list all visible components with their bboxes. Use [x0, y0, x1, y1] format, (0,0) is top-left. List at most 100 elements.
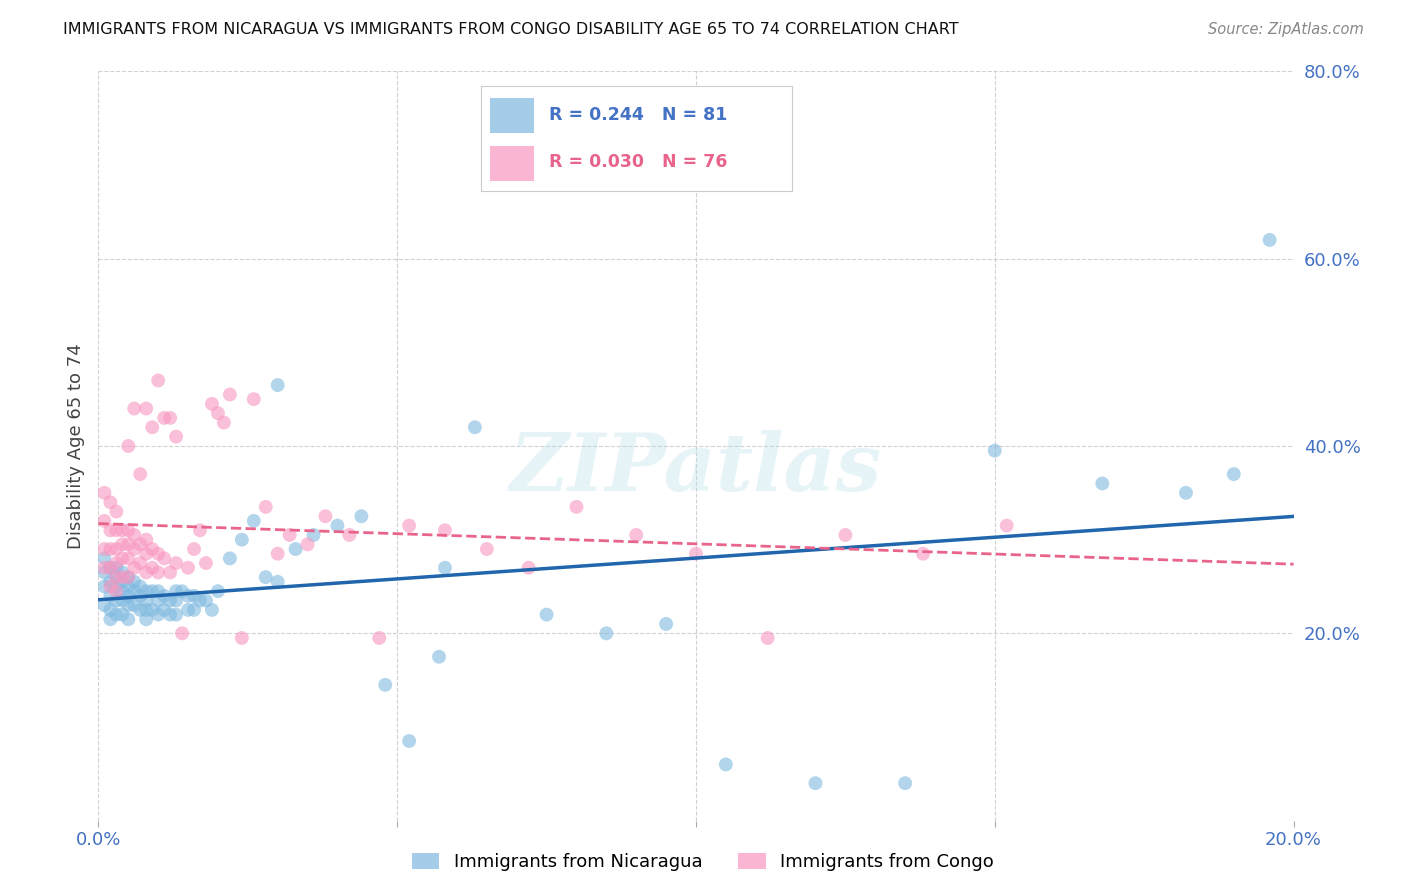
Point: [339, 528, 361, 542]
Point: [219, 387, 242, 401]
Point: [98, 612, 122, 626]
Point: [124, 542, 146, 557]
Point: [105, 570, 128, 584]
Point: [105, 580, 128, 594]
Point: [183, 542, 205, 557]
Point: [201, 397, 224, 411]
Point: [135, 533, 157, 547]
Point: [183, 603, 205, 617]
Point: [105, 524, 128, 538]
Point: [129, 589, 152, 603]
Point: [302, 528, 325, 542]
Point: [148, 593, 170, 607]
Point: [117, 570, 139, 584]
Point: [135, 401, 157, 416]
Point: [177, 561, 200, 575]
Point: [93, 514, 115, 528]
Point: [105, 607, 128, 622]
Point: [995, 518, 1018, 533]
Point: [124, 599, 146, 613]
Point: [714, 757, 737, 772]
Point: [315, 509, 337, 524]
Point: [93, 599, 115, 613]
Point: [111, 584, 134, 599]
Point: [153, 551, 176, 566]
Point: [172, 626, 194, 640]
Point: [98, 589, 122, 603]
Point: [105, 570, 128, 584]
Point: [188, 593, 211, 607]
Point: [398, 518, 420, 533]
Point: [894, 776, 917, 790]
Point: [93, 580, 115, 594]
Point: [141, 542, 163, 557]
Point: [398, 734, 420, 748]
Point: [124, 584, 146, 599]
Point: [111, 570, 134, 584]
Y-axis label: Disability Age 65 to 74: Disability Age 65 to 74: [66, 343, 84, 549]
Point: [434, 561, 457, 575]
Point: [278, 528, 301, 542]
Point: [165, 430, 187, 444]
Point: [111, 566, 134, 580]
Point: [231, 631, 253, 645]
Point: [148, 584, 170, 599]
Point: [219, 551, 242, 566]
Point: [111, 551, 134, 566]
Point: [565, 500, 588, 514]
Point: [135, 584, 157, 599]
Point: [135, 612, 157, 626]
Point: [368, 631, 391, 645]
Point: [111, 593, 134, 607]
Point: [475, 542, 498, 557]
Point: [1223, 467, 1246, 482]
Point: [243, 514, 266, 528]
Point: [98, 603, 122, 617]
Point: [129, 556, 152, 570]
Point: [148, 374, 170, 388]
Point: [172, 584, 194, 599]
Point: [464, 420, 486, 434]
Point: [105, 584, 128, 599]
Point: [201, 603, 224, 617]
Point: [254, 570, 277, 584]
Point: [159, 411, 181, 425]
Point: [124, 561, 146, 575]
Point: [148, 607, 170, 622]
Point: [124, 401, 146, 416]
Point: [141, 584, 163, 599]
Point: [159, 566, 181, 580]
Point: [117, 612, 139, 626]
Point: [212, 416, 235, 430]
Point: [183, 589, 205, 603]
Point: [165, 556, 187, 570]
Point: [98, 574, 122, 589]
Point: [1258, 233, 1281, 247]
Point: [834, 528, 856, 542]
Point: [153, 589, 176, 603]
Point: [129, 580, 152, 594]
Point: [165, 593, 187, 607]
Point: [267, 547, 290, 561]
Point: [804, 776, 827, 790]
Point: [98, 524, 122, 538]
Point: [153, 603, 176, 617]
Point: [685, 547, 707, 561]
Point: [135, 603, 157, 617]
Point: [105, 556, 128, 570]
Point: [111, 524, 134, 538]
Point: [984, 443, 1007, 458]
Point: [124, 528, 146, 542]
Point: [148, 547, 170, 561]
Text: Source: ZipAtlas.com: Source: ZipAtlas.com: [1208, 22, 1364, 37]
Point: [284, 542, 307, 557]
Point: [207, 406, 229, 420]
Point: [93, 551, 115, 566]
Point: [159, 607, 181, 622]
Point: [93, 486, 115, 500]
Point: [243, 392, 266, 407]
Point: [98, 542, 122, 557]
Point: [117, 589, 139, 603]
Point: [105, 542, 128, 557]
Text: ZIPatlas: ZIPatlas: [510, 430, 882, 508]
